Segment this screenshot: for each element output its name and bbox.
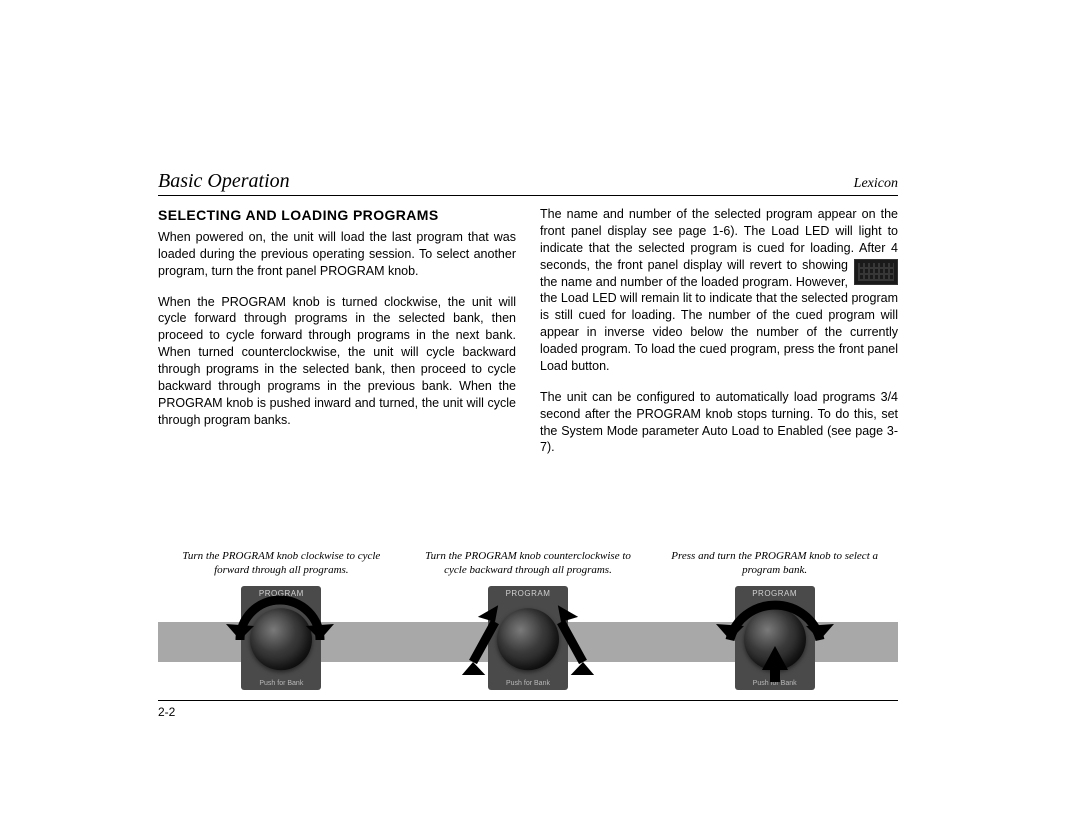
- left-para-1: When powered on, the unit will load the …: [158, 229, 516, 280]
- knob-captions: Turn the PROGRAM knob clockwise to cycle…: [158, 550, 898, 578]
- knob-label-bottom: Push for Bank: [241, 680, 321, 687]
- knob-clockwise: PROGRAM Push for Bank: [226, 584, 336, 694]
- right-para-2: The unit can be configured to automatica…: [540, 389, 898, 457]
- page-header: Basic Operation Lexicon: [158, 170, 898, 196]
- right-column: The name and number of the selected prog…: [540, 206, 898, 470]
- caption-1: Turn the PROGRAM knob clockwise to cycle…: [171, 550, 391, 578]
- knob-label-top: PROGRAM: [488, 586, 568, 598]
- knob-illustration-row: Turn the PROGRAM knob clockwise to cycle…: [158, 550, 898, 694]
- two-column-body: SELECTING AND LOADING PROGRAMS When powe…: [158, 206, 898, 470]
- page-footer: 2-2: [158, 700, 898, 719]
- clockwise-arrow-icon: [220, 582, 342, 674]
- right-para-1b: the front panel display will revert to s…: [540, 258, 898, 373]
- caption-2: Turn the PROGRAM knob counterclockwise t…: [418, 550, 638, 578]
- left-column: SELECTING AND LOADING PROGRAMS When powe…: [158, 206, 516, 470]
- knob-units: PROGRAM Push for Bank PROGRAM Push for B…: [158, 584, 898, 694]
- knob-push-turn: PROGRAM Push for Bank: [720, 584, 830, 694]
- right-para-1: The name and number of the selected prog…: [540, 206, 898, 375]
- counterclockwise-arrow-icon: [455, 604, 601, 684]
- caption-3: Press and turn the PROGRAM knob to selec…: [665, 550, 885, 578]
- left-para-2: When the PROGRAM knob is turned clockwis…: [158, 294, 516, 429]
- brand-name: Lexicon: [854, 176, 898, 192]
- push-turn-arrow-icon: [702, 582, 848, 686]
- section-heading: SELECTING AND LOADING PROGRAMS: [158, 206, 516, 225]
- load-led-panel-icon: [854, 259, 898, 285]
- knob-counterclockwise: PROGRAM Push for Bank: [473, 584, 583, 694]
- page-content: Basic Operation Lexicon SELECTING AND LO…: [158, 170, 898, 470]
- chapter-title: Basic Operation: [158, 170, 290, 193]
- page-number: 2-2: [158, 705, 175, 719]
